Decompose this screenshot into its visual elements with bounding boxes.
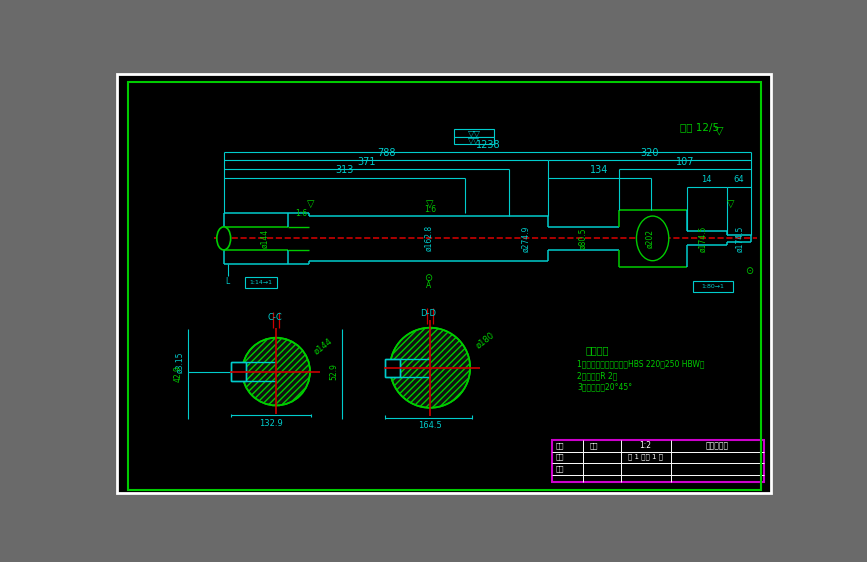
Ellipse shape — [636, 216, 668, 261]
Text: ▽: ▽ — [714, 125, 723, 135]
Text: 齿辗齿轮轴: 齿辗齿轮轴 — [706, 441, 729, 450]
Text: 2、未标注R 2；: 2、未标注R 2； — [577, 371, 617, 380]
Text: 132.9: 132.9 — [259, 419, 283, 428]
Text: 371: 371 — [358, 157, 376, 167]
Text: 审批: 审批 — [556, 465, 564, 472]
Bar — [231, 362, 246, 381]
Text: 3、未标注倁20°45°: 3、未标注倁20°45° — [577, 383, 632, 392]
Text: ø80.5: ø80.5 — [579, 228, 588, 249]
Text: ø3.15: ø3.15 — [175, 352, 185, 373]
Text: 设计: 设计 — [556, 442, 564, 449]
Text: 技术条件: 技术条件 — [585, 345, 610, 355]
Bar — [693, 281, 733, 292]
Text: 1、调质处理后表面硬度HBS 220～250 HBW；: 1、调质处理后表面硬度HBS 220～250 HBW； — [577, 359, 705, 368]
Circle shape — [242, 338, 310, 405]
Text: ø180: ø180 — [474, 331, 496, 351]
Text: ø174.5: ø174.5 — [735, 225, 744, 252]
Text: 320: 320 — [641, 148, 659, 157]
Text: 788: 788 — [377, 148, 395, 157]
Bar — [244, 277, 277, 288]
Text: 164.5: 164.5 — [418, 421, 442, 430]
Text: ø174.5: ø174.5 — [699, 225, 708, 252]
Text: 313: 313 — [336, 165, 354, 175]
Text: 1:2: 1:2 — [640, 441, 652, 450]
Text: ▽▽: ▽▽ — [468, 136, 479, 145]
Text: 校核: 校核 — [556, 454, 564, 460]
Text: 1238: 1238 — [475, 140, 500, 150]
Text: ⊙: ⊙ — [425, 273, 433, 283]
Bar — [551, 440, 764, 482]
Text: C-C: C-C — [267, 313, 282, 322]
Text: 其余 12/5: 其余 12/5 — [680, 123, 719, 133]
Text: ø274.9: ø274.9 — [522, 225, 531, 252]
Text: ⊙: ⊙ — [745, 266, 753, 277]
Text: 64: 64 — [733, 175, 744, 184]
Text: L: L — [225, 277, 230, 286]
Text: 批判: 批判 — [590, 442, 598, 449]
Ellipse shape — [217, 227, 231, 250]
Text: 52.9: 52.9 — [329, 363, 338, 380]
Bar — [385, 359, 400, 377]
Text: ▽: ▽ — [427, 199, 434, 209]
Text: D-D: D-D — [420, 309, 437, 318]
Text: A: A — [426, 282, 431, 291]
Text: ▽: ▽ — [727, 199, 734, 209]
Text: 107: 107 — [675, 157, 694, 167]
Text: 1:6: 1:6 — [424, 205, 436, 214]
Text: ▽▽: ▽▽ — [467, 128, 480, 137]
Circle shape — [390, 328, 470, 408]
Text: 1:6: 1:6 — [296, 209, 308, 218]
Text: ▽: ▽ — [307, 199, 315, 209]
Text: 共 1 张第 1 张: 共 1 张第 1 张 — [629, 454, 663, 460]
Text: ø202: ø202 — [645, 229, 654, 248]
Text: ø144: ø144 — [312, 336, 335, 356]
Text: ø162.8: ø162.8 — [424, 225, 433, 251]
Text: 134: 134 — [590, 165, 609, 175]
Text: 1:80→1: 1:80→1 — [701, 284, 724, 289]
Text: 14: 14 — [701, 175, 712, 184]
Bar — [454, 129, 494, 137]
Text: ø144: ø144 — [260, 229, 269, 248]
Bar — [454, 137, 494, 144]
Text: 1:14→1: 1:14→1 — [249, 280, 272, 285]
Text: 42.9: 42.9 — [173, 365, 183, 382]
